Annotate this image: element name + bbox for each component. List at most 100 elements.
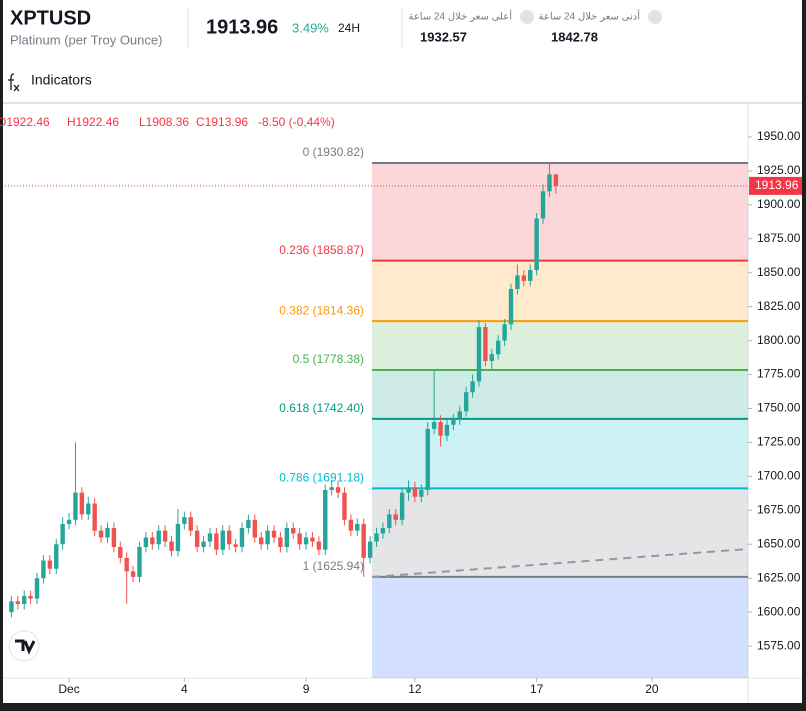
y-tick-label: 1950.00 xyxy=(757,129,801,143)
candle-body xyxy=(15,601,21,605)
x-tick-label: 9 xyxy=(303,682,310,696)
candle-body xyxy=(9,601,14,613)
y-tick-label: 1800.00 xyxy=(757,333,801,347)
candle-body xyxy=(79,492,85,515)
candle-body xyxy=(521,275,527,281)
candle-body xyxy=(540,191,546,219)
plot-area xyxy=(5,161,748,678)
candle-body xyxy=(28,595,33,599)
fib-zone xyxy=(372,321,748,370)
candle-body xyxy=(169,541,174,552)
y-tick-label: 1575.00 xyxy=(757,638,801,652)
candle-body xyxy=(105,527,110,538)
candle-body xyxy=(162,530,168,542)
x-tick-label: 4 xyxy=(181,682,188,696)
candle-body xyxy=(60,523,65,545)
candle-body xyxy=(246,519,251,528)
candle-body xyxy=(489,354,494,361)
ohlc-legend: -8.50 (-0,44%) xyxy=(258,115,335,129)
stat-label: أعلى سعر خلال 24 ساعة xyxy=(408,10,512,23)
candle-body xyxy=(483,327,488,361)
candle-body xyxy=(463,392,469,412)
y-tick-label: 1900.00 xyxy=(757,197,801,211)
candle-body xyxy=(73,492,78,520)
candle-body xyxy=(41,560,46,579)
info-icon[interactable] xyxy=(520,10,534,24)
candle-body xyxy=(431,422,437,429)
y-tick-label: 1675.00 xyxy=(757,502,801,516)
fib-zone xyxy=(372,576,748,678)
candle-body xyxy=(92,503,97,531)
stat-value: 1842.78 xyxy=(551,29,598,44)
panel xyxy=(3,0,802,703)
y-tick-label: 1750.00 xyxy=(757,401,801,415)
info-icon[interactable] xyxy=(648,10,662,24)
candle-body xyxy=(86,503,91,515)
candle-body xyxy=(342,492,347,520)
candle-body xyxy=(355,523,360,531)
candle-body xyxy=(156,530,161,545)
candle-body xyxy=(297,533,302,545)
candle-body xyxy=(278,537,283,547)
candle-body xyxy=(137,546,142,577)
x-tick-label: Dec xyxy=(58,682,79,696)
y-tick-label: 1925.00 xyxy=(757,163,801,177)
candle-body xyxy=(22,595,27,605)
y-tick-label: 1825.00 xyxy=(757,299,801,313)
candle-body xyxy=(470,381,475,393)
x-tick-label: 20 xyxy=(645,682,659,696)
logo-mark xyxy=(15,639,36,655)
candle-body xyxy=(66,519,72,524)
candle-body xyxy=(252,519,258,538)
candle-body xyxy=(207,533,213,542)
indicators-button[interactable]: Indicators xyxy=(31,72,92,88)
candle-body xyxy=(329,487,334,490)
symbol[interactable]: XPTUSD xyxy=(10,7,91,29)
fx-icon[interactable] xyxy=(8,73,20,92)
candle-body xyxy=(265,530,270,545)
candle-body xyxy=(54,544,59,569)
fib-label: 0.786 (1691.18) xyxy=(279,471,364,485)
period[interactable]: 24H xyxy=(338,21,360,35)
candle-body xyxy=(374,533,379,542)
y-tick-label: 1650.00 xyxy=(757,536,801,550)
candle-body xyxy=(226,530,232,545)
fib-label: 0.236 (1858.87) xyxy=(279,243,364,257)
candle-body xyxy=(303,537,309,545)
candle-body xyxy=(528,270,533,281)
ohlc-legend: L1908.36 xyxy=(139,115,189,129)
candle-body xyxy=(201,541,206,547)
candle-body xyxy=(284,527,290,547)
candle-body xyxy=(508,289,514,325)
candle-body xyxy=(399,492,405,520)
y-tick-label: 1700.00 xyxy=(757,469,801,483)
candle-body xyxy=(534,218,539,271)
candle-body xyxy=(98,530,104,538)
fib-label: 0.382 (1814.36) xyxy=(279,303,364,317)
candle-body xyxy=(419,489,424,497)
x-tick-label: 17 xyxy=(530,682,544,696)
candle-body xyxy=(310,537,315,542)
x-tick-label: 12 xyxy=(408,682,422,696)
candle-body xyxy=(111,527,117,547)
candle-body xyxy=(412,487,418,497)
stat-value: 1932.57 xyxy=(420,29,467,44)
fib-zone xyxy=(372,369,748,419)
candle-body xyxy=(380,527,386,534)
candle-body xyxy=(323,489,328,550)
candle-body xyxy=(175,523,181,552)
y-tick-label: 1600.00 xyxy=(757,604,801,618)
candle-body xyxy=(316,541,322,550)
y-tick-label: 1875.00 xyxy=(757,231,801,245)
candle-body xyxy=(515,275,520,290)
candle-body xyxy=(335,487,341,493)
candle-body xyxy=(214,533,219,550)
change: 3.49% xyxy=(292,20,329,35)
fib-label: 1 (1625.94) xyxy=(303,559,364,573)
trend-line[interactable] xyxy=(371,548,749,578)
candle-body xyxy=(291,527,296,534)
candle-body xyxy=(239,527,245,547)
y-tick-label: 1625.00 xyxy=(757,570,801,584)
ohlc-legend: C1913.96 xyxy=(196,115,248,129)
